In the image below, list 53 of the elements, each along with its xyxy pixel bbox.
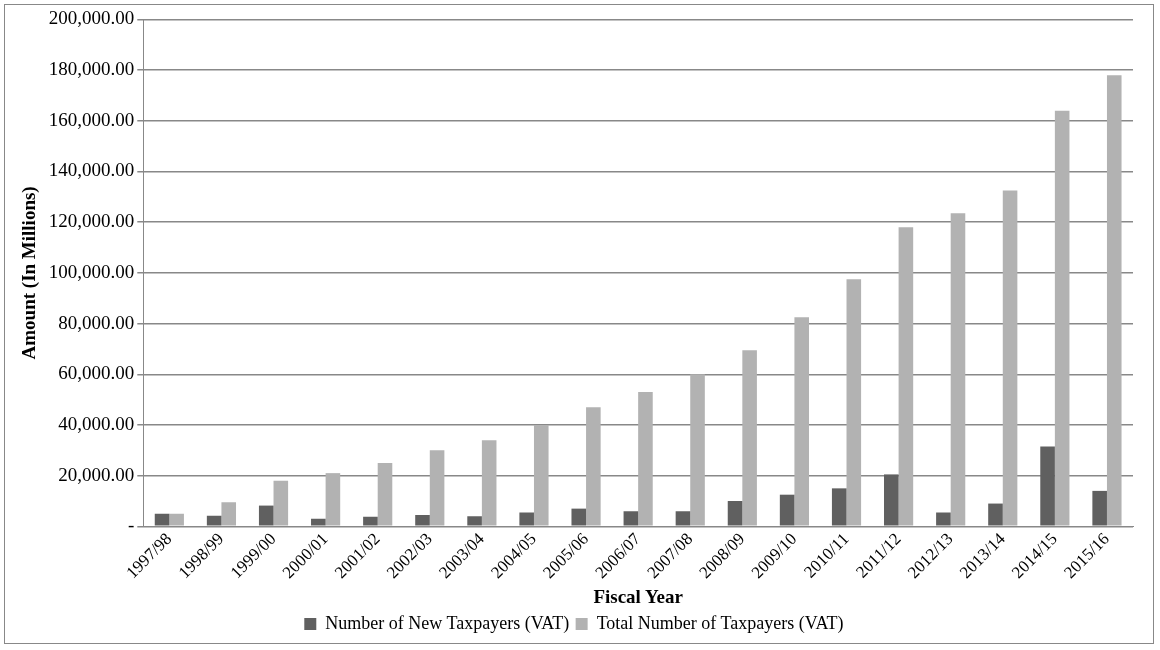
- bar: [481, 440, 497, 526]
- bar: [221, 502, 237, 526]
- bar: [1106, 75, 1122, 526]
- y-tick-label: 180,000.00: [48, 58, 135, 80]
- bar: [586, 407, 601, 526]
- bar: [169, 513, 184, 526]
- bar: [846, 279, 862, 526]
- legend-label: Number of New Taxpayers (VAT): [325, 612, 570, 634]
- y-tick-label: 160,000.00: [48, 108, 135, 130]
- bar: [467, 516, 482, 526]
- bar: [950, 213, 966, 526]
- bar: [429, 450, 445, 526]
- y-tick-label: 20,000.00: [58, 463, 135, 485]
- bar: [154, 513, 170, 526]
- bar: [779, 494, 795, 526]
- bar: [273, 480, 289, 526]
- bar: [690, 374, 705, 526]
- bar: [742, 350, 757, 526]
- bar: [1002, 190, 1018, 526]
- bar: [623, 511, 639, 526]
- y-tick-label: 200,000.00: [48, 7, 135, 29]
- bar: [898, 227, 914, 526]
- x-axis-title: Fiscal Year: [593, 585, 684, 607]
- bar: [325, 473, 341, 526]
- bar: [571, 508, 587, 526]
- bar: [377, 463, 393, 526]
- bar: [727, 501, 743, 526]
- bar: [363, 516, 378, 526]
- bar: [258, 505, 274, 526]
- bar: [1040, 446, 1055, 526]
- bar: [675, 511, 691, 526]
- bar: [206, 515, 222, 526]
- bar: [311, 518, 326, 526]
- y-tick-label: 100,000.00: [48, 260, 135, 282]
- bar: [415, 514, 430, 526]
- y-tick-label: 140,000.00: [48, 159, 135, 181]
- y-tick-label: -: [127, 514, 135, 536]
- y-axis-title: Amount (In Millions): [18, 186, 41, 360]
- bar: [519, 512, 534, 526]
- legend-label: Total Number of Taxpayers (VAT): [596, 612, 844, 634]
- bar: [936, 512, 951, 526]
- bar: [884, 474, 899, 526]
- y-tick-label: 60,000.00: [58, 362, 135, 384]
- bar: [1092, 490, 1107, 526]
- y-tick-label: 40,000.00: [58, 412, 135, 434]
- bar: [988, 503, 1003, 526]
- bar: [638, 392, 653, 526]
- y-tick-label: 80,000.00: [58, 311, 135, 333]
- bar: [831, 488, 847, 526]
- bar: [1054, 110, 1070, 526]
- y-tick-label: 120,000.00: [48, 210, 135, 232]
- bar: [794, 317, 809, 526]
- bar: [533, 424, 549, 526]
